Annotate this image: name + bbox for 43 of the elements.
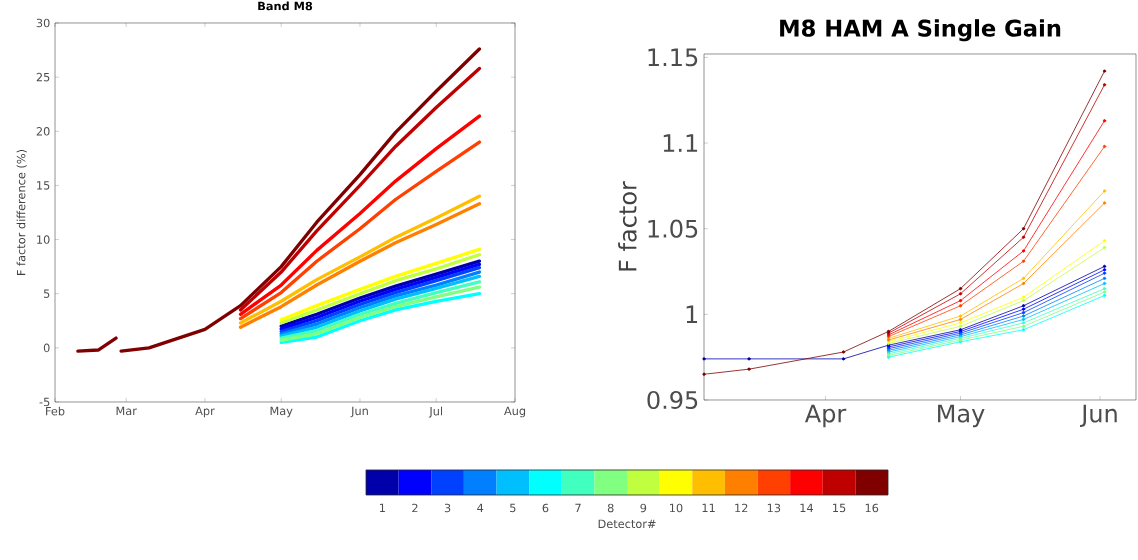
x-tick-label: Jun: [1080, 404, 1117, 427]
x-tick-label: May: [270, 406, 293, 418]
x-tick-label: Jun: [350, 406, 368, 418]
legend-label: 15: [833, 503, 846, 513]
x-tick-label: Mar: [116, 406, 137, 416]
legend-label: 14: [800, 503, 814, 512]
legend-label: 3: [444, 503, 451, 513]
legend-label: 9: [640, 503, 647, 513]
y-tick-label: 25: [36, 72, 50, 82]
y-tick-label: 1.05: [648, 219, 698, 238]
x-tick-label: May: [938, 404, 985, 428]
legend-title: Detector#: [598, 519, 656, 529]
legend-label: 7: [575, 503, 581, 512]
y-tick-label: 20: [36, 127, 50, 136]
y-axis-title: F factor difference (%): [16, 149, 27, 275]
y-tick-label: 0.95: [647, 390, 698, 410]
legend-label: 2: [412, 503, 418, 513]
legend-label: 12: [735, 503, 748, 513]
y-tick-label: 1: [686, 305, 698, 324]
legend-label: 6: [542, 503, 549, 513]
legend-label: 5: [510, 503, 516, 513]
chart-title: M8 HAM A Single Gain: [780, 19, 1061, 42]
chart-title: Band M8: [258, 1, 313, 11]
x-tick-label: Aug: [504, 406, 526, 418]
legend-label: 8: [607, 503, 614, 513]
legend-label: 13: [767, 503, 781, 513]
y-tick-label: 15: [37, 181, 50, 190]
legend-label: 16: [865, 503, 879, 513]
x-tick-label: Apr: [195, 406, 215, 418]
legend-label: 1: [379, 503, 385, 512]
legend-label: 11: [702, 503, 715, 512]
y-tick-label: 10: [37, 235, 50, 244]
x-tick-label: Jul: [428, 406, 443, 418]
y-tick-label: 30: [36, 18, 50, 28]
x-tick-label: Apr: [804, 404, 847, 428]
y-tick-label: 1.15: [648, 48, 698, 67]
y-tick-label: 5: [43, 289, 50, 298]
y-tick-label: 0: [43, 343, 50, 353]
y-axis-title: F factor: [618, 181, 637, 271]
x-tick-label: Feb: [46, 406, 65, 416]
y-tick-label: 1.1: [663, 134, 698, 152]
legend-label: 4: [477, 503, 484, 512]
y-tick-label: -5: [39, 397, 50, 407]
